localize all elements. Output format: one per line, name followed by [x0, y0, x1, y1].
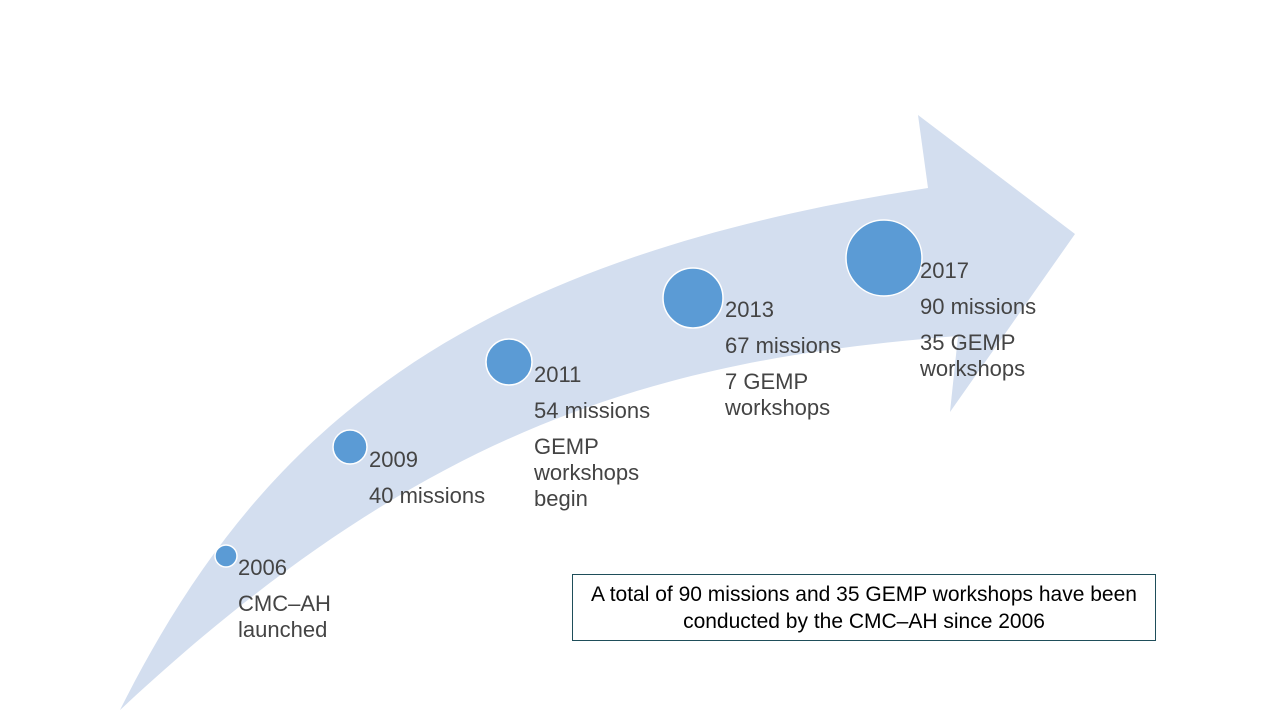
milestone-year: 2009: [369, 447, 418, 472]
milestone-detail: 67 missions: [725, 333, 842, 358]
milestone-detail: GEMP workshops begin: [534, 434, 640, 511]
summary-box: A total of 90 missions and 35 GEMP works…: [572, 574, 1156, 641]
milestone-2011: 2011 54 missions GEMP workshops begin: [534, 362, 650, 522]
milestone-year: 2013: [725, 297, 774, 322]
milestone-detail: CMC–AH launched: [238, 591, 331, 642]
milestone-year: 2006: [238, 555, 287, 580]
milestone-detail: 40 missions: [369, 483, 486, 508]
milestone-year: 2017: [920, 258, 969, 283]
milestone-dot-2006: [214, 544, 238, 568]
milestone-2017: 2017 90 missions 35 GEMP workshops: [920, 258, 1036, 392]
milestone-detail: 35 GEMP workshops: [920, 330, 1026, 381]
milestone-dot-2017: [845, 219, 923, 297]
milestone-2009: 2009 40 missions: [369, 447, 485, 519]
summary-text: A total of 90 missions and 35 GEMP works…: [591, 582, 1137, 633]
milestone-2006: 2006 CMC–AH launched: [238, 555, 331, 653]
milestone-detail: 7 GEMP workshops: [725, 369, 831, 420]
milestone-dot-2011: [485, 338, 533, 386]
milestone-year: 2011: [534, 362, 582, 387]
milestone-2013: 2013 67 missions 7 GEMP workshops: [725, 297, 841, 431]
milestone-dot-2009: [332, 429, 368, 465]
milestone-detail: 90 missions: [920, 294, 1037, 319]
milestone-detail: 54 missions: [534, 398, 651, 423]
milestone-dot-2013: [662, 267, 724, 329]
curved-arrow-shape: [120, 115, 1075, 710]
